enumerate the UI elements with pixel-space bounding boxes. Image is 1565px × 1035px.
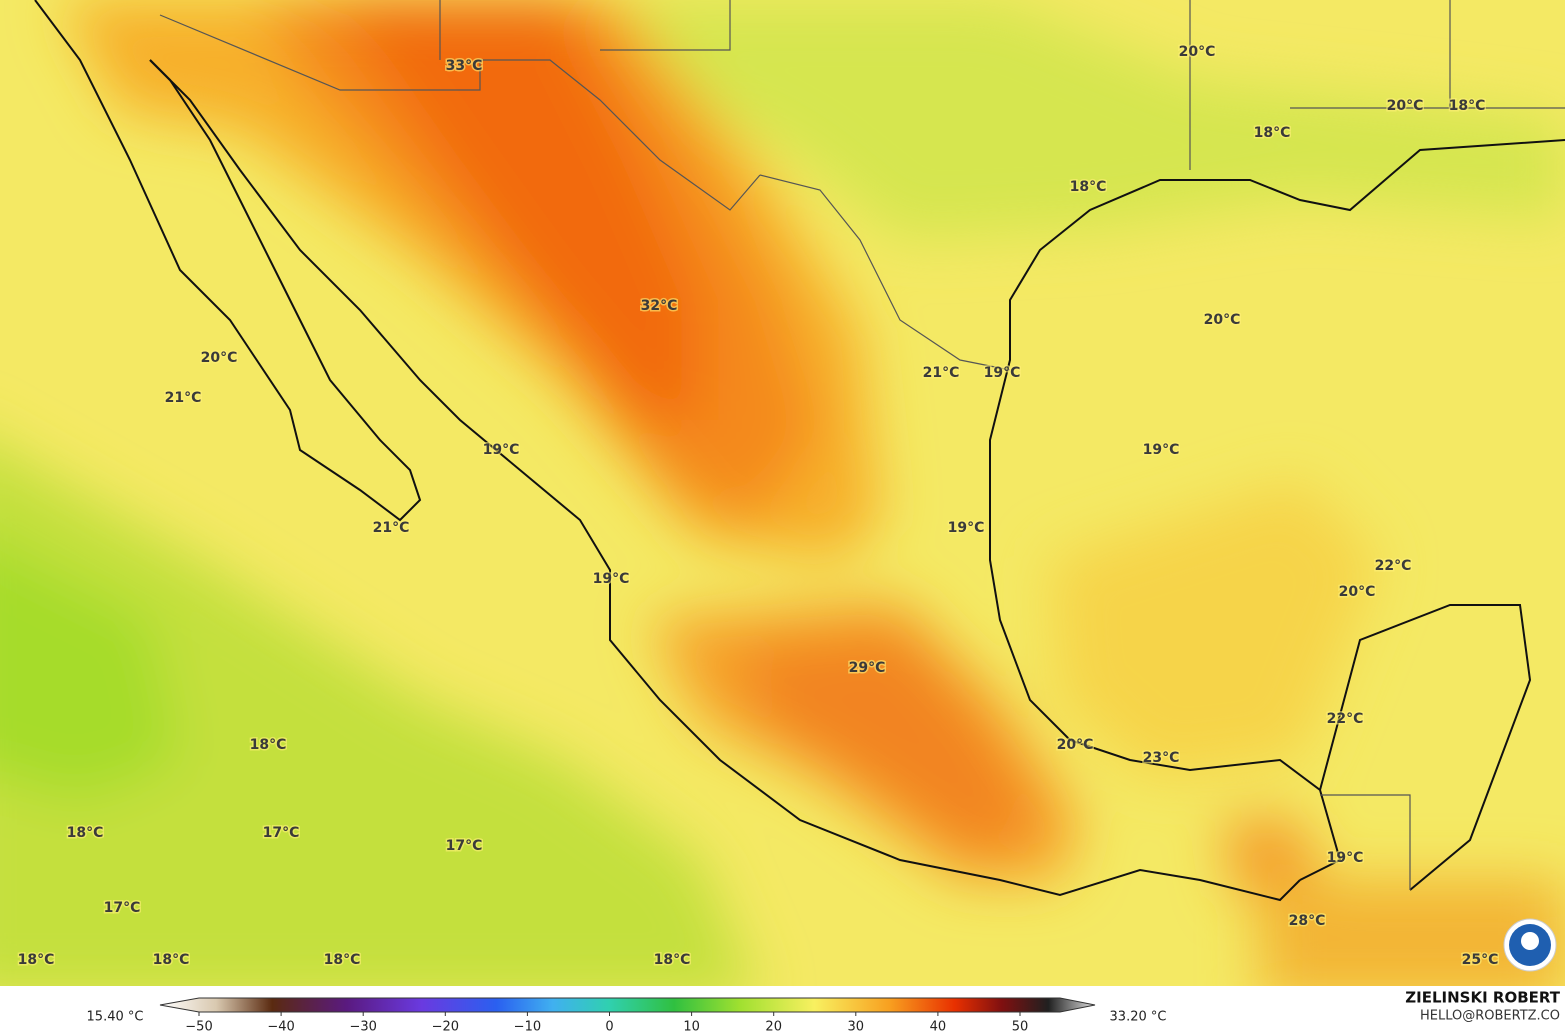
temperature-label: 21°C (165, 390, 202, 406)
colorbar-max: 33.20 °C (1110, 1010, 1167, 1025)
colorbar-tick-label: 0 (605, 1020, 613, 1035)
temperature-label: 28°C (1289, 913, 1326, 929)
colorbar-tick-label: −40 (267, 1020, 294, 1035)
temperature-label: 18°C (153, 952, 190, 968)
temperature-label: 19°C (984, 365, 1021, 381)
temperature-label: 23°C (1143, 750, 1180, 766)
temperature-label: 19°C (948, 520, 985, 536)
temperature-label: 20°C (1204, 312, 1241, 328)
temperature-label: 18°C (1449, 98, 1486, 114)
colorbar-tick-label: 50 (1012, 1020, 1029, 1035)
temperature-label: 17°C (446, 838, 483, 854)
colorbar-tick-label: 10 (683, 1020, 700, 1035)
colorbar-tick-label: 40 (930, 1020, 947, 1035)
temperature-label: 18°C (250, 737, 287, 753)
colorbar-tick-label: 30 (848, 1020, 865, 1035)
temperature-label: 18°C (67, 825, 104, 841)
borders (159, 0, 1565, 890)
temperature-label: 19°C (483, 442, 520, 458)
temperature-label: 18°C (654, 952, 691, 968)
temperature-label: 19°C (1143, 442, 1180, 458)
temperature-label: 33°C (446, 58, 483, 74)
temperature-label: 18°C (18, 952, 55, 968)
temperature-label: 29°C (849, 660, 886, 676)
credit-name: ZIELINSKI ROBERT (1405, 989, 1560, 1007)
temperature-label: 17°C (263, 825, 300, 841)
temperature-label: 20°C (1057, 737, 1094, 753)
temperature-label: 22°C (1375, 558, 1412, 574)
temperature-label: 17°C (104, 900, 141, 916)
credit-email: HELLO@ROBERTZ.CO (1420, 1009, 1560, 1024)
coastline (34, 0, 1565, 902)
temperature-label: 18°C (324, 952, 361, 968)
temperature-label: 21°C (373, 520, 410, 536)
temperature-label: 22°C (1327, 711, 1364, 727)
colorbar-tick-label: −10 (514, 1020, 541, 1035)
colorbar-tick-label: 20 (765, 1020, 782, 1035)
map (0, 0, 1565, 986)
colorbar (159, 997, 1096, 1013)
colorbar-tick-label: −50 (185, 1020, 212, 1035)
colorbar-tick-label: −20 (432, 1020, 459, 1035)
colorbar-tick-label: −30 (349, 1020, 376, 1035)
noaa-logo (1503, 918, 1557, 972)
temperature-label: 20°C (1339, 584, 1376, 600)
temperature-label: 18°C (1070, 179, 1107, 195)
temperature-label: 20°C (1387, 98, 1424, 114)
temperature-label: 19°C (1327, 850, 1364, 866)
temperature-label: 32°C (641, 298, 678, 314)
temperature-label: 18°C (1254, 125, 1291, 141)
temperature-label: 21°C (923, 365, 960, 381)
temperature-label: 20°C (1179, 44, 1216, 60)
temperature-label: 25°C (1462, 952, 1499, 968)
temperature-label: 20°C (201, 350, 238, 366)
colorbar-min: 15.40 °C (87, 1010, 144, 1025)
temperature-label: 19°C (593, 571, 630, 587)
